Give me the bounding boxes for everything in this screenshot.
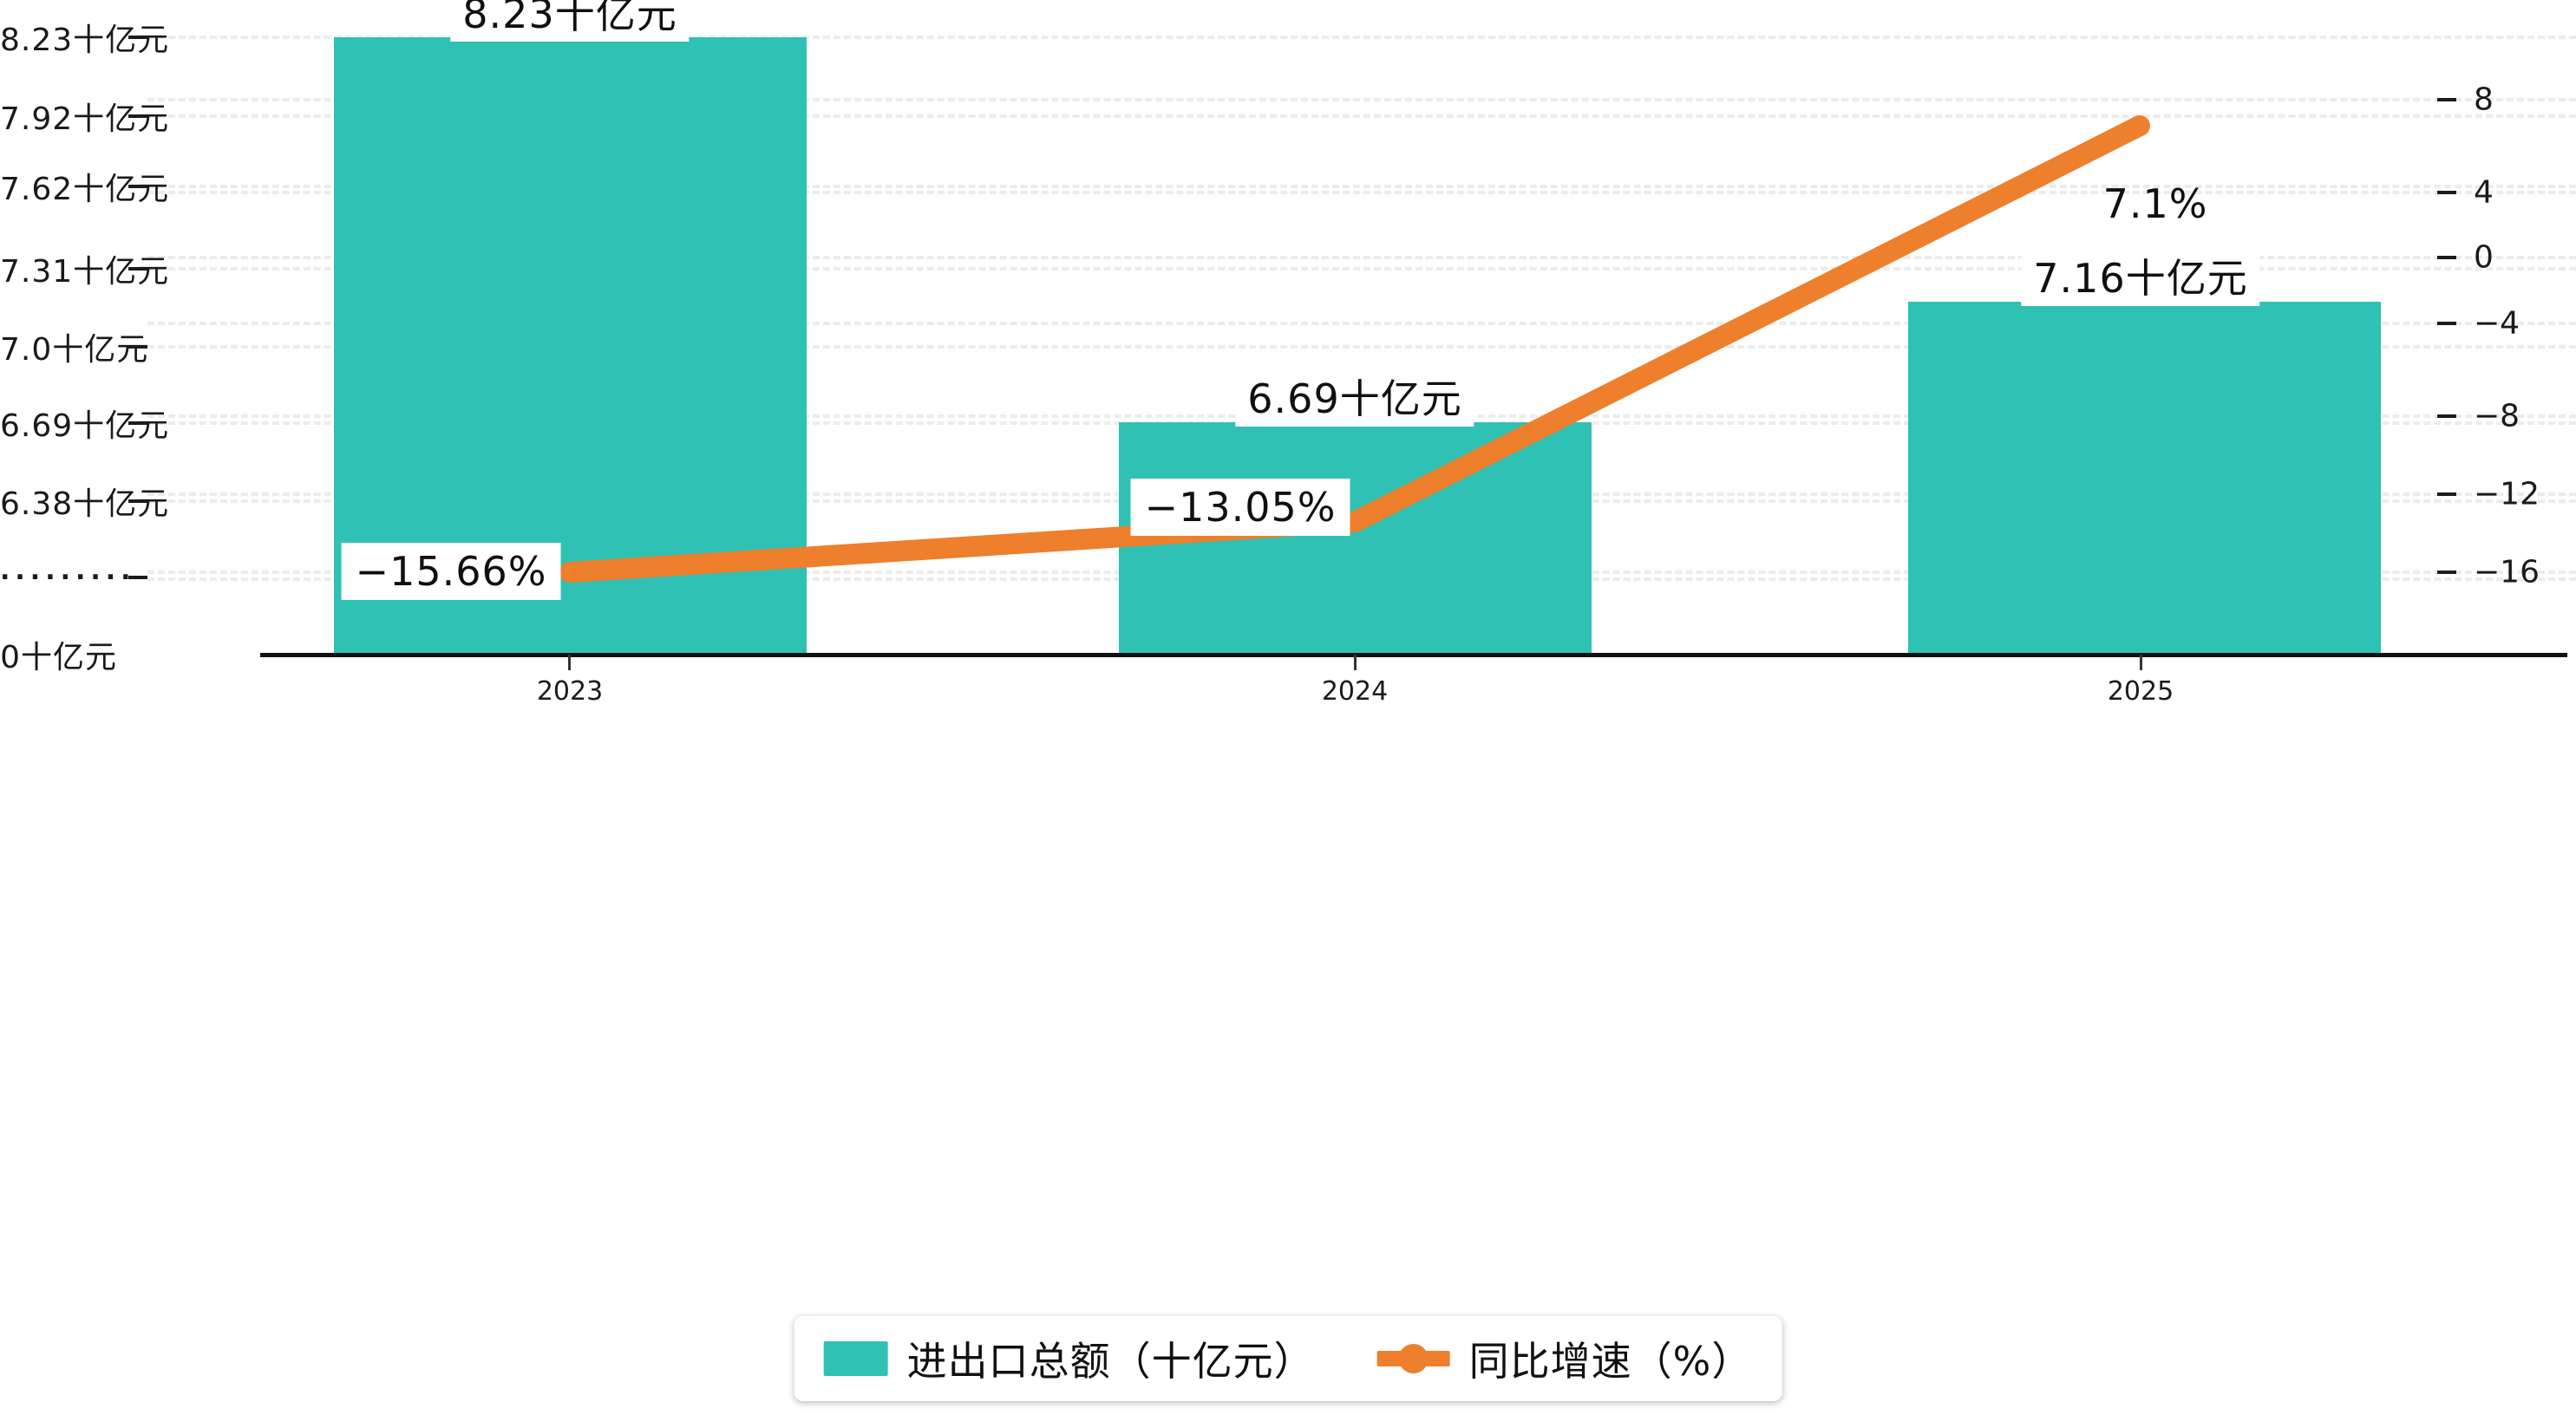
- gridline: [147, 98, 2576, 101]
- y-axis-left-tick-mark: [128, 114, 147, 118]
- y-axis-right-tick-label: 4: [2474, 174, 2494, 211]
- y-axis-left-tick-mark: [128, 345, 147, 349]
- y-axis-right-tick-mark: [2437, 256, 2456, 259]
- y-axis-right-tick-mark: [2437, 492, 2456, 496]
- x-axis-tick-2025: [2140, 655, 2142, 670]
- y-axis-left-tick-mark: [128, 185, 147, 188]
- gridline: [147, 267, 2576, 271]
- bar-value-label-2023: 8.23十亿元: [450, 0, 690, 42]
- gridline: [147, 114, 2576, 118]
- legend-item-growth-rate[interactable]: 同比增速（%）: [1376, 1330, 1753, 1387]
- legend-label: 进出口总额（十亿元）: [906, 1338, 1315, 1385]
- gridline: [147, 185, 2576, 188]
- gridline: [147, 36, 2576, 39]
- line-value-label-2025: 7.1%: [2102, 180, 2208, 227]
- gridline: [147, 345, 2576, 349]
- x-axis-label-2025: 2025: [2107, 676, 2174, 707]
- y-axis-right-tick-label: −12: [2474, 476, 2540, 512]
- x-axis-tick-2024: [1354, 655, 1357, 670]
- y-axis-left-tick-label: 0十亿元: [0, 640, 117, 675]
- growth-line-path: [559, 115, 2150, 583]
- y-axis-left-tick-mark: [128, 421, 147, 425]
- y-axis-right-tick-label: −8: [2474, 398, 2520, 434]
- y-axis-right-tick-mark: [2437, 322, 2456, 325]
- y-axis-left-tick-mark: [128, 499, 147, 503]
- y-axis-right-tick-label: −16: [2474, 554, 2540, 590]
- y-axis-left-tick-mark: [128, 267, 147, 271]
- y-axis-right-tick-mark: [2437, 191, 2456, 194]
- bar-2025[interactable]: [1908, 302, 2381, 655]
- x-axis-label-2023: 2023: [536, 676, 604, 707]
- gridline: [147, 322, 2576, 325]
- y-axis-right-tick-label: 8: [2474, 82, 2494, 118]
- x-axis-tick-2023: [568, 655, 571, 670]
- legend-line-marker-icon: [1376, 1351, 1450, 1366]
- y-axis-left-tick-mark: [128, 576, 147, 579]
- y-axis-right-tick-label: −4: [2474, 305, 2520, 342]
- bar-value-label-2024: 6.69十亿元: [1235, 366, 1474, 427]
- x-axis-label-2024: 2024: [1321, 676, 1389, 707]
- y-axis-left-tick-mark: [128, 36, 147, 39]
- bar-value-label-2025: 7.16十亿元: [2021, 245, 2260, 306]
- line-value-label-2024: −13.05%: [1130, 479, 1350, 536]
- x-axis-line: [260, 653, 2567, 657]
- gridline: [147, 191, 2576, 194]
- y-axis-left-broken-tick-label: ·········: [0, 562, 136, 593]
- y-axis-right-tick-mark: [2437, 571, 2456, 574]
- y-axis-right-tick-mark: [2437, 414, 2456, 418]
- legend-bar-swatch-icon: [823, 1341, 888, 1376]
- chart-legend: 进出口总额（十亿元） 同比增速（%）: [794, 1316, 1782, 1401]
- y-axis-right-tick-mark: [2437, 98, 2456, 101]
- legend-item-import-export-total[interactable]: 进出口总额（十亿元）: [823, 1330, 1315, 1387]
- gridline: [147, 256, 2576, 259]
- legend-label: 同比增速（%）: [1468, 1338, 1753, 1385]
- y-axis-right-tick-label: 0: [2474, 239, 2494, 276]
- line-value-label-2023: −15.66%: [341, 543, 561, 600]
